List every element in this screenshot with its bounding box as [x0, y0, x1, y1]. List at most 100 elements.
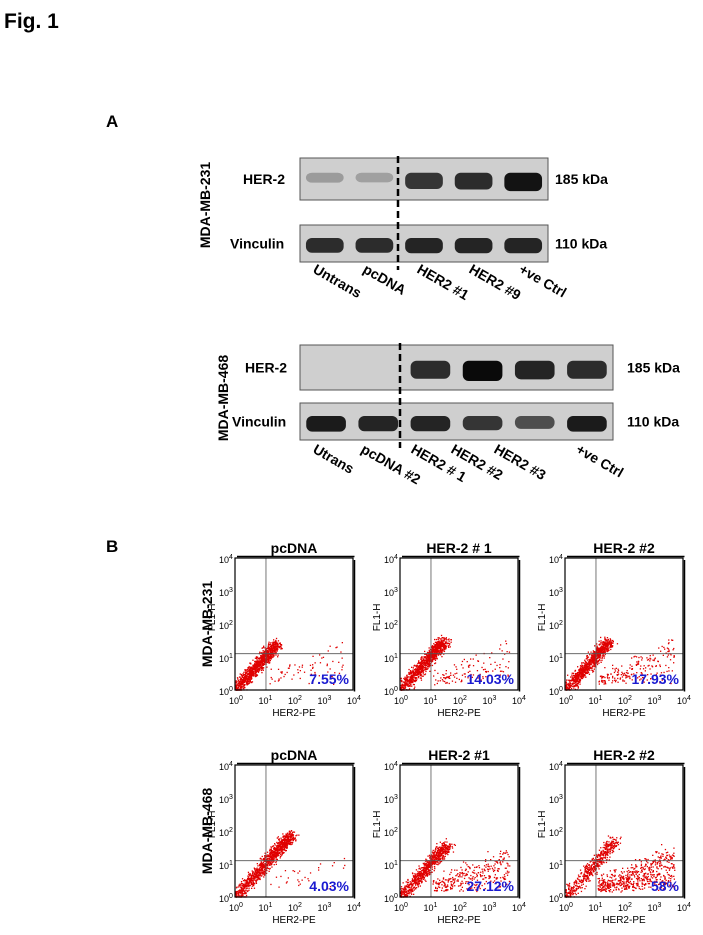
blot-band [306, 416, 346, 432]
event-dot [293, 831, 294, 832]
event-dot [438, 637, 439, 638]
event-dot [653, 655, 654, 656]
event-dot [594, 669, 595, 670]
event-dot [440, 677, 441, 678]
figure-label: Fig. 1 [4, 10, 59, 33]
event-dot [312, 667, 313, 668]
event-dot [402, 687, 403, 688]
event-dot [572, 680, 573, 681]
event-dot [259, 865, 260, 866]
y-tick-label: 101 [219, 653, 233, 664]
event-dot [617, 643, 618, 644]
event-dot [278, 655, 279, 656]
event-dot [441, 656, 442, 657]
event-dot [410, 892, 411, 893]
event-dot [258, 660, 259, 661]
lane-label: +ve Ctrl [517, 261, 570, 301]
event-dot [263, 650, 264, 651]
event-dot [275, 641, 276, 642]
event-dot [445, 647, 446, 648]
event-dot [443, 677, 444, 678]
event-dot [431, 650, 432, 651]
event-dot [279, 852, 280, 853]
event-dot [270, 642, 271, 643]
plot-title: HER-2 #2 [593, 540, 655, 556]
x-tick-label: 104 [347, 695, 361, 706]
event-dot [583, 662, 584, 663]
event-dot [297, 669, 298, 670]
event-dot [631, 669, 632, 670]
event-dot [244, 684, 245, 685]
event-dot [251, 678, 252, 679]
event-dot [443, 680, 444, 681]
event-dot [415, 678, 416, 679]
event-dot [612, 645, 613, 646]
event-dot [277, 843, 278, 844]
event-dot [474, 873, 475, 874]
event-dot [446, 676, 447, 677]
event-dot [612, 677, 613, 678]
event-dot [579, 684, 580, 685]
tick-base: 10 [219, 828, 229, 838]
event-dot [509, 856, 510, 857]
event-dot [280, 677, 281, 678]
event-dot [280, 856, 281, 857]
event-dot [300, 678, 301, 679]
event-dot [573, 687, 574, 688]
event-dot [432, 652, 433, 653]
event-dot [407, 677, 408, 678]
event-dot [435, 646, 436, 647]
event-dot [602, 676, 603, 677]
protein-label: Vinculin [232, 414, 286, 430]
event-dot [343, 868, 344, 869]
event-dot [638, 664, 639, 665]
event-dot [606, 643, 607, 644]
event-dot [424, 664, 425, 665]
event-dot [429, 660, 430, 661]
event-dot [576, 675, 577, 676]
event-dot [242, 681, 243, 682]
event-dot [614, 669, 615, 670]
event-dot [247, 684, 248, 685]
event-dot [320, 863, 321, 864]
event-dot [302, 665, 303, 666]
event-dot [578, 672, 579, 673]
event-dot [271, 864, 272, 865]
y-axis-label: FL1-H [207, 811, 218, 839]
tick-exponent: 0 [394, 686, 398, 693]
event-dot [261, 872, 262, 873]
event-dot [428, 656, 429, 657]
event-dot [461, 889, 462, 890]
event-dot [420, 878, 421, 879]
event-dot [456, 669, 457, 670]
event-dot [601, 681, 602, 682]
tick-base: 10 [512, 696, 522, 706]
event-dot [449, 676, 450, 677]
event-dot [254, 879, 255, 880]
event-dot [615, 670, 616, 671]
event-dot [615, 680, 616, 681]
event-dot [417, 674, 418, 675]
event-dot [447, 845, 448, 846]
blot-membrane [300, 403, 613, 440]
event-dot [248, 678, 249, 679]
event-dot [267, 656, 268, 657]
event-dot [436, 647, 437, 648]
event-dot [290, 839, 291, 840]
event-dot [607, 637, 608, 638]
event-dot [268, 862, 269, 863]
x-tick-label: 101 [259, 902, 273, 913]
event-dot [278, 839, 279, 840]
event-dot [442, 679, 443, 680]
event-dot [255, 673, 256, 674]
event-dot [277, 649, 278, 650]
event-dot [454, 676, 455, 677]
panel-label: B [106, 537, 118, 556]
event-dot [440, 654, 441, 655]
event-dot [585, 667, 586, 668]
event-dot [310, 872, 311, 873]
tick-exponent: 2 [463, 695, 467, 702]
event-dot [425, 881, 426, 882]
event-dot [441, 638, 442, 639]
event-dot [451, 639, 452, 640]
